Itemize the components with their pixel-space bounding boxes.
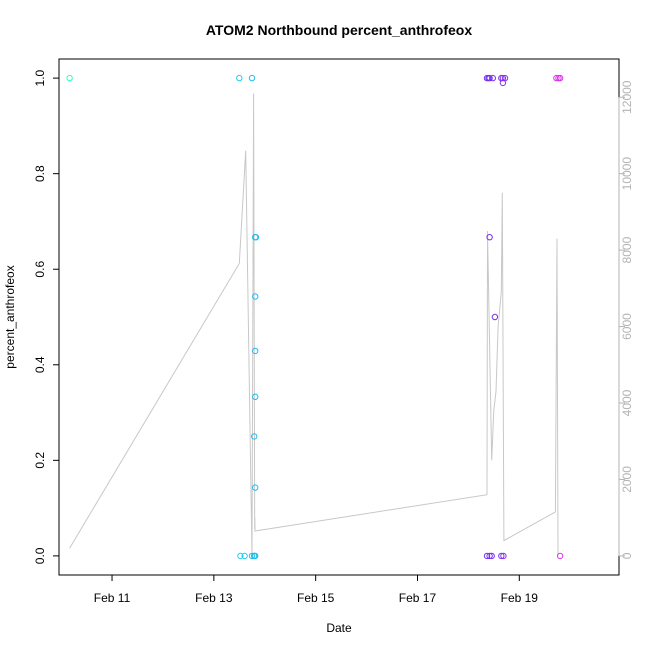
data-point: [556, 552, 564, 560]
y-tick-label: 1.0: [33, 69, 47, 86]
data-point: [499, 79, 507, 87]
x-tick-label: Feb 11: [94, 591, 131, 605]
data-point: [486, 234, 493, 241]
line-series-layer: [69, 93, 559, 556]
data-point: [553, 74, 560, 82]
y2-tick-label: 12000: [620, 80, 634, 114]
x-axis-label: Date: [326, 621, 352, 635]
data-point: [491, 313, 499, 321]
chart-title: ATOM2 Northbound percent_anthrofeox: [206, 22, 472, 38]
data-point: [236, 74, 243, 82]
y2-tick-label: 2000: [620, 466, 634, 493]
y2-tick-label: 0: [620, 552, 634, 559]
x-tick-label: Feb 19: [501, 591, 539, 605]
data-point: [252, 347, 259, 355]
y2-tick-label: 4000: [620, 389, 634, 416]
data-point: [251, 433, 258, 440]
data-point: [237, 552, 244, 560]
line-series: [69, 93, 559, 556]
y2-tick-label: 6000: [620, 313, 634, 340]
y2-tick-label: 8000: [620, 236, 634, 263]
data-point: [499, 74, 507, 82]
data-point: [483, 552, 491, 560]
data-point: [498, 552, 505, 560]
data-point: [248, 552, 256, 560]
data-point: [500, 552, 507, 560]
data-point: [252, 393, 259, 400]
data-point: [66, 74, 73, 82]
x-tick-label: Feb 13: [195, 591, 233, 605]
data-point: [248, 74, 256, 82]
data-point: [488, 552, 495, 560]
y-tick-label: 0.2: [33, 452, 47, 469]
x-tick-label: Feb 17: [399, 591, 437, 605]
data-point: [486, 74, 493, 82]
plot-frame: [58, 58, 620, 576]
y2-tick-label: 10000: [620, 157, 634, 191]
y-tick-label: 0.0: [33, 547, 47, 564]
data-point: [241, 552, 248, 560]
y-tick-label: 0.8: [33, 165, 47, 182]
data-point: [252, 293, 259, 300]
data-point: [486, 552, 493, 560]
y-axis-label: percent_anthrofeox: [3, 265, 17, 368]
x-tick-label: Feb 15: [297, 591, 335, 605]
y-tick-label: 0.4: [33, 356, 47, 373]
data-point: [489, 74, 496, 82]
data-point: [252, 234, 260, 241]
axes-layer: Feb 11 Feb 13 Feb 15 Feb 17 Feb 19 0.0 0.2 0.4 0…: [33, 69, 634, 605]
scatter-points-layer: [66, 74, 564, 560]
y-tick-label: 0.6: [33, 261, 47, 278]
data-point: [556, 74, 564, 82]
data-point: [252, 484, 259, 491]
data-point: [252, 552, 259, 560]
